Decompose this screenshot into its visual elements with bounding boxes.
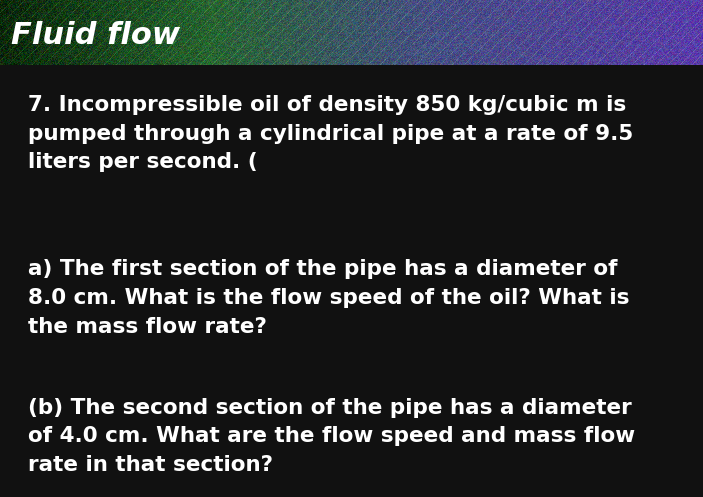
Text: a) The first section of the pipe has a diameter of
8.0 cm. What is the flow spee: a) The first section of the pipe has a d… <box>28 259 630 337</box>
Text: Fluid flow: Fluid flow <box>11 21 179 50</box>
Text: (b) The second section of the pipe has a diameter
of 4.0 cm. What are the flow s: (b) The second section of the pipe has a… <box>28 398 636 475</box>
Text: 7. Incompressible oil of density 850 kg/cubic m is
pumped through a cylindrical : 7. Incompressible oil of density 850 kg/… <box>28 95 633 172</box>
